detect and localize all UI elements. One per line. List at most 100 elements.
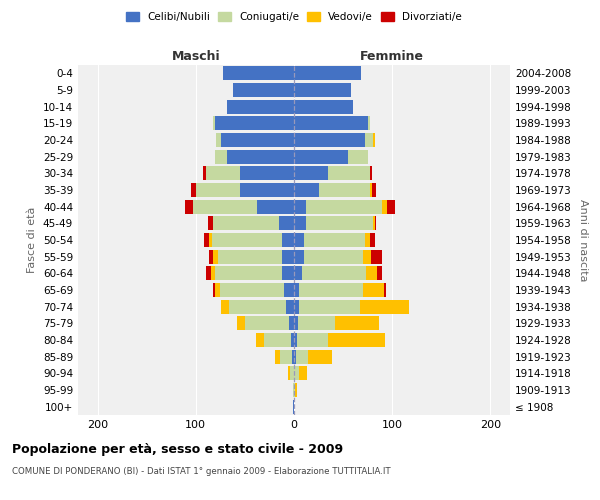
Bar bbox=[328, 333, 385, 347]
Bar bbox=[294, 216, 306, 230]
Bar bbox=[382, 200, 387, 214]
Bar bbox=[328, 166, 370, 180]
Bar bbox=[294, 300, 299, 314]
Bar bbox=[294, 183, 319, 197]
Bar bbox=[215, 150, 227, 164]
Bar bbox=[294, 250, 304, 264]
Bar bbox=[245, 316, 289, 330]
Bar bbox=[374, 216, 376, 230]
Bar bbox=[360, 300, 409, 314]
Bar bbox=[294, 283, 299, 297]
Bar bbox=[373, 133, 374, 147]
Bar bbox=[294, 166, 328, 180]
Bar bbox=[297, 333, 328, 347]
Bar bbox=[240, 166, 294, 180]
Bar bbox=[377, 266, 382, 280]
Bar bbox=[370, 233, 374, 247]
Text: Popolazione per età, sesso e stato civile - 2009: Popolazione per età, sesso e stato civil… bbox=[12, 442, 343, 456]
Bar bbox=[370, 166, 371, 180]
Bar bbox=[203, 166, 206, 180]
Bar bbox=[203, 233, 209, 247]
Bar bbox=[284, 283, 294, 297]
Bar bbox=[387, 200, 395, 214]
Bar bbox=[365, 266, 377, 280]
Bar bbox=[293, 400, 294, 414]
Bar bbox=[299, 283, 363, 297]
Bar bbox=[223, 66, 294, 80]
Text: Maschi: Maschi bbox=[172, 50, 220, 62]
Bar bbox=[295, 383, 297, 397]
Bar bbox=[290, 366, 294, 380]
Bar bbox=[294, 116, 368, 130]
Text: Femmine: Femmine bbox=[360, 50, 424, 62]
Bar bbox=[275, 350, 280, 364]
Bar bbox=[294, 133, 365, 147]
Bar bbox=[215, 266, 282, 280]
Bar bbox=[294, 316, 298, 330]
Bar bbox=[257, 200, 294, 214]
Bar bbox=[237, 316, 245, 330]
Bar bbox=[229, 300, 286, 314]
Bar bbox=[263, 333, 291, 347]
Bar bbox=[294, 66, 361, 80]
Bar bbox=[220, 283, 284, 297]
Bar bbox=[335, 316, 379, 330]
Bar bbox=[348, 150, 368, 164]
Bar bbox=[365, 133, 373, 147]
Bar bbox=[370, 183, 371, 197]
Bar bbox=[363, 250, 371, 264]
Bar bbox=[209, 250, 214, 264]
Bar bbox=[279, 216, 294, 230]
Bar bbox=[371, 250, 382, 264]
Bar bbox=[294, 366, 299, 380]
Bar bbox=[363, 283, 385, 297]
Bar bbox=[308, 350, 332, 364]
Bar bbox=[214, 250, 218, 264]
Bar bbox=[294, 350, 296, 364]
Bar bbox=[288, 366, 290, 380]
Bar bbox=[185, 200, 193, 214]
Bar bbox=[306, 216, 373, 230]
Bar bbox=[282, 266, 294, 280]
Bar bbox=[289, 316, 294, 330]
Bar bbox=[282, 250, 294, 264]
Bar bbox=[221, 133, 294, 147]
Bar bbox=[319, 183, 370, 197]
Y-axis label: Fasce di età: Fasce di età bbox=[28, 207, 37, 273]
Bar bbox=[193, 200, 257, 214]
Bar bbox=[191, 183, 196, 197]
Bar bbox=[385, 283, 386, 297]
Bar bbox=[280, 350, 292, 364]
Bar bbox=[221, 300, 229, 314]
Bar bbox=[206, 266, 211, 280]
Bar bbox=[294, 383, 295, 397]
Bar bbox=[299, 366, 307, 380]
Bar bbox=[368, 116, 370, 130]
Text: COMUNE DI PONDERANO (BI) - Dati ISTAT 1° gennaio 2009 - Elaborazione TUTTITALIA.: COMUNE DI PONDERANO (BI) - Dati ISTAT 1°… bbox=[12, 468, 391, 476]
Bar bbox=[211, 266, 215, 280]
Bar bbox=[217, 133, 221, 147]
Bar bbox=[304, 233, 365, 247]
Bar bbox=[306, 200, 382, 214]
Bar bbox=[302, 266, 365, 280]
Bar bbox=[298, 316, 335, 330]
Bar bbox=[286, 300, 294, 314]
Bar bbox=[294, 200, 306, 214]
Bar bbox=[215, 116, 294, 130]
Bar bbox=[206, 166, 240, 180]
Bar bbox=[227, 100, 294, 114]
Bar bbox=[218, 250, 282, 264]
Bar bbox=[227, 150, 294, 164]
Bar bbox=[215, 283, 220, 297]
Bar bbox=[214, 116, 215, 130]
Bar bbox=[294, 83, 351, 97]
Bar bbox=[373, 216, 374, 230]
Bar bbox=[294, 233, 304, 247]
Bar bbox=[299, 300, 360, 314]
Bar bbox=[294, 266, 302, 280]
Bar bbox=[196, 183, 240, 197]
Bar bbox=[256, 333, 263, 347]
Bar bbox=[240, 183, 294, 197]
Legend: Celibi/Nubili, Coniugati/e, Vedovi/e, Divorziati/e: Celibi/Nubili, Coniugati/e, Vedovi/e, Di… bbox=[122, 8, 466, 26]
Bar bbox=[212, 216, 279, 230]
